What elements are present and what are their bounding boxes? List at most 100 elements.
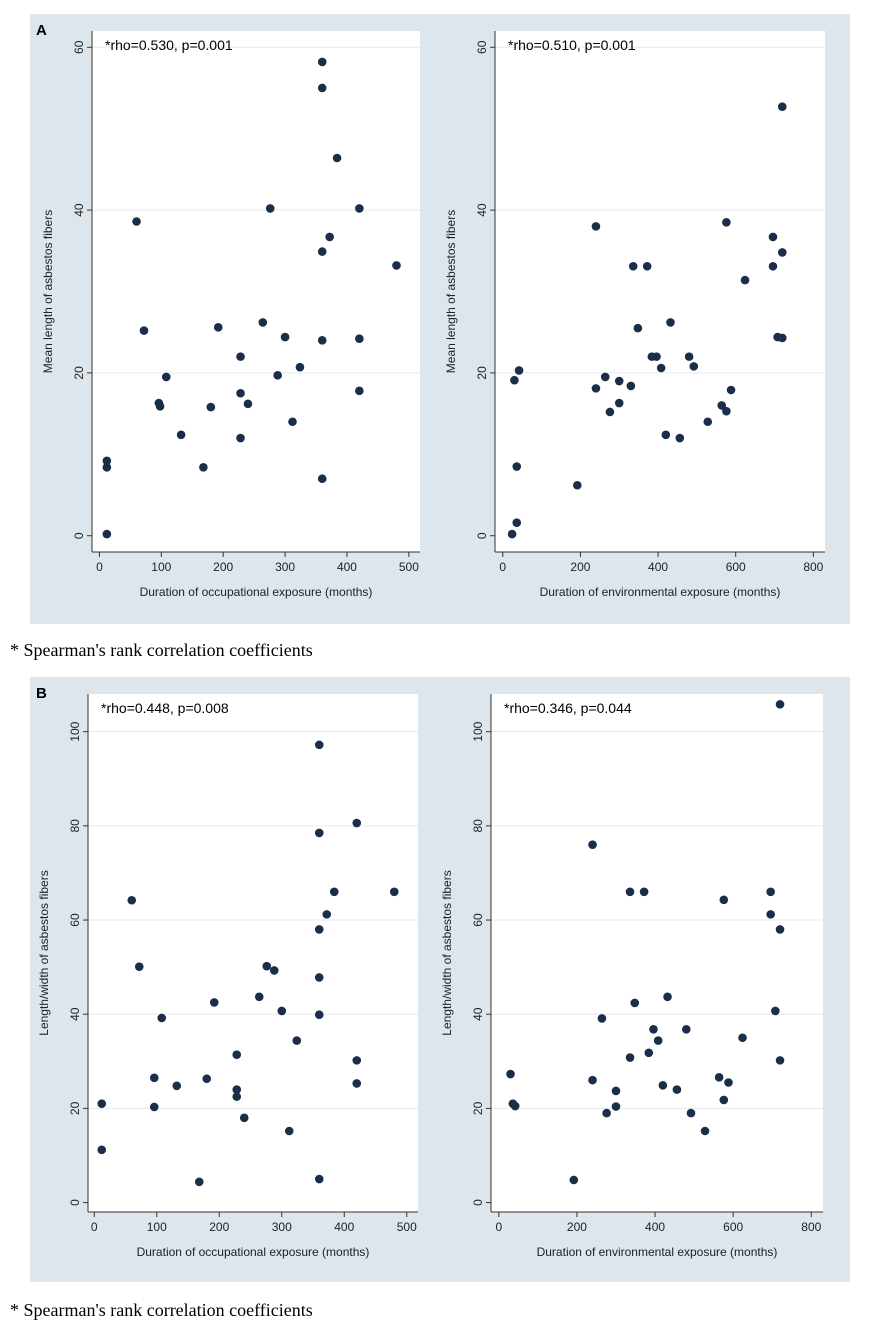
chart-4-xtick-label: 800 bbox=[801, 1220, 821, 1234]
chart-2-ytick-label: 20 bbox=[475, 366, 489, 380]
chart-4-point bbox=[681, 1024, 691, 1034]
chart-2-point bbox=[675, 433, 685, 443]
chart-3-point bbox=[149, 1073, 159, 1083]
chart-2-point bbox=[666, 318, 675, 327]
chart-3-point bbox=[314, 740, 324, 750]
chart-2-point bbox=[689, 362, 699, 371]
chart-4-point bbox=[653, 1036, 663, 1045]
chart-4-y-axis-label: Length/width of asbestos fibers bbox=[440, 870, 454, 1035]
chart-3-point bbox=[157, 1013, 167, 1023]
chart-2-point bbox=[573, 480, 582, 490]
chart-4-point bbox=[649, 1024, 658, 1034]
chart-2-xtick-label: 200 bbox=[570, 560, 590, 574]
chart-4-ytick-label: 100 bbox=[471, 721, 485, 741]
chart-4-point bbox=[686, 1108, 696, 1118]
chart-1-xtick-label: 200 bbox=[213, 560, 233, 574]
chart-3-point bbox=[239, 1113, 249, 1123]
chart-1-annotation: *rho=0.530, p=0.001 bbox=[105, 37, 233, 53]
chart-1-point bbox=[317, 474, 327, 484]
chart-1-xtick-label: 500 bbox=[399, 560, 419, 574]
chart-2-point bbox=[512, 518, 522, 527]
chart-1-point bbox=[199, 463, 208, 472]
chart-3-ytick-label: 40 bbox=[68, 1007, 82, 1021]
chart-1-x-axis-label: Duration of occupational exposure (month… bbox=[140, 585, 373, 599]
chart-3-point bbox=[97, 1145, 107, 1155]
chart-3-point bbox=[194, 1177, 204, 1187]
chart-2-point bbox=[642, 261, 652, 271]
chart-1-point bbox=[236, 352, 245, 361]
chart-2-point bbox=[626, 381, 636, 391]
chart-2-point bbox=[652, 352, 661, 361]
chart-2-point bbox=[777, 248, 787, 257]
chart-3-xtick-label: 100 bbox=[147, 1220, 167, 1234]
chart-1-ytick-label: 0 bbox=[72, 532, 86, 539]
chart-4-point bbox=[602, 1108, 611, 1118]
chart-3-point bbox=[389, 887, 399, 897]
chart-1-point bbox=[102, 456, 112, 466]
chart-3-ytick-label: 60 bbox=[68, 913, 82, 927]
panel-a-label: A bbox=[36, 22, 47, 39]
chart-2-plot-area bbox=[495, 31, 825, 552]
chart-2-point bbox=[628, 261, 638, 271]
chart-1-point bbox=[355, 204, 364, 213]
chart-2-annotation: *rho=0.510, p=0.001 bbox=[508, 37, 636, 53]
chart-3-point bbox=[127, 895, 137, 905]
chart-3-point bbox=[314, 925, 324, 934]
chart-3-point bbox=[314, 1174, 324, 1184]
chart-3-point bbox=[277, 1006, 287, 1016]
chart-1-point bbox=[355, 386, 364, 396]
chart-2-point bbox=[717, 401, 727, 410]
chart-3-point bbox=[314, 973, 324, 982]
chart-3-point bbox=[232, 1050, 242, 1060]
chart-2-point bbox=[703, 417, 713, 427]
chart-3-point bbox=[322, 910, 332, 919]
chart-1-point bbox=[317, 83, 327, 93]
chart-1-xtick-label: 100 bbox=[151, 560, 171, 574]
chart-4-point bbox=[672, 1085, 682, 1094]
chart-1-ytick-label: 40 bbox=[72, 203, 86, 217]
chart-3-plot-area bbox=[88, 694, 418, 1212]
chart-2-point bbox=[514, 366, 524, 375]
chart-1-xtick-label: 400 bbox=[337, 560, 357, 574]
chart-2-point bbox=[614, 398, 624, 408]
chart-4-ytick-label: 40 bbox=[471, 1007, 485, 1021]
chart-4-point bbox=[724, 1078, 733, 1087]
chart-3-point bbox=[284, 1126, 294, 1136]
chart-4-point bbox=[719, 895, 729, 905]
chart-2-point bbox=[768, 261, 778, 271]
chart-4-point bbox=[775, 925, 785, 934]
panel-b-label: B bbox=[36, 685, 47, 702]
chart-1-point bbox=[176, 430, 186, 440]
chart-4-point bbox=[766, 887, 775, 897]
chart-3-point bbox=[352, 818, 362, 828]
chart-1-point bbox=[236, 433, 245, 443]
chart-3-point bbox=[314, 828, 324, 838]
chart-4-x-axis-label: Duration of environmental exposure (mont… bbox=[537, 1245, 778, 1259]
chart-4-point bbox=[588, 1075, 597, 1085]
chart-1-point bbox=[155, 401, 165, 411]
chart-4-plot-area bbox=[491, 694, 823, 1212]
chart-1-point bbox=[265, 204, 275, 213]
chart-4-xtick-label: 400 bbox=[645, 1220, 665, 1234]
chart-4-point bbox=[625, 887, 635, 897]
chart-1-xtick-label: 0 bbox=[96, 560, 103, 574]
chart-3-point bbox=[352, 1056, 362, 1065]
chart-1-point bbox=[288, 417, 297, 427]
chart-4-point bbox=[644, 1048, 654, 1058]
chart-4-point bbox=[719, 1095, 729, 1105]
chart-3-point bbox=[269, 966, 279, 975]
chart-4-ytick-label: 60 bbox=[471, 913, 485, 927]
chart-4-point bbox=[588, 840, 597, 849]
chart-1-point bbox=[273, 371, 282, 380]
chart-3-annotation: *rho=0.448, p=0.008 bbox=[101, 700, 229, 716]
chart-4-ytick-label: 80 bbox=[471, 819, 485, 833]
chart-2-point bbox=[605, 407, 615, 417]
chart-3-point bbox=[172, 1081, 182, 1091]
chart-2-point bbox=[777, 102, 787, 112]
chart-1-point bbox=[243, 399, 253, 409]
chart-2-y-axis-label: Mean length of asbestos fibers bbox=[444, 210, 458, 373]
chart-1-point bbox=[332, 153, 342, 163]
chart-3-point bbox=[209, 998, 219, 1007]
chart-2-point bbox=[722, 218, 731, 227]
